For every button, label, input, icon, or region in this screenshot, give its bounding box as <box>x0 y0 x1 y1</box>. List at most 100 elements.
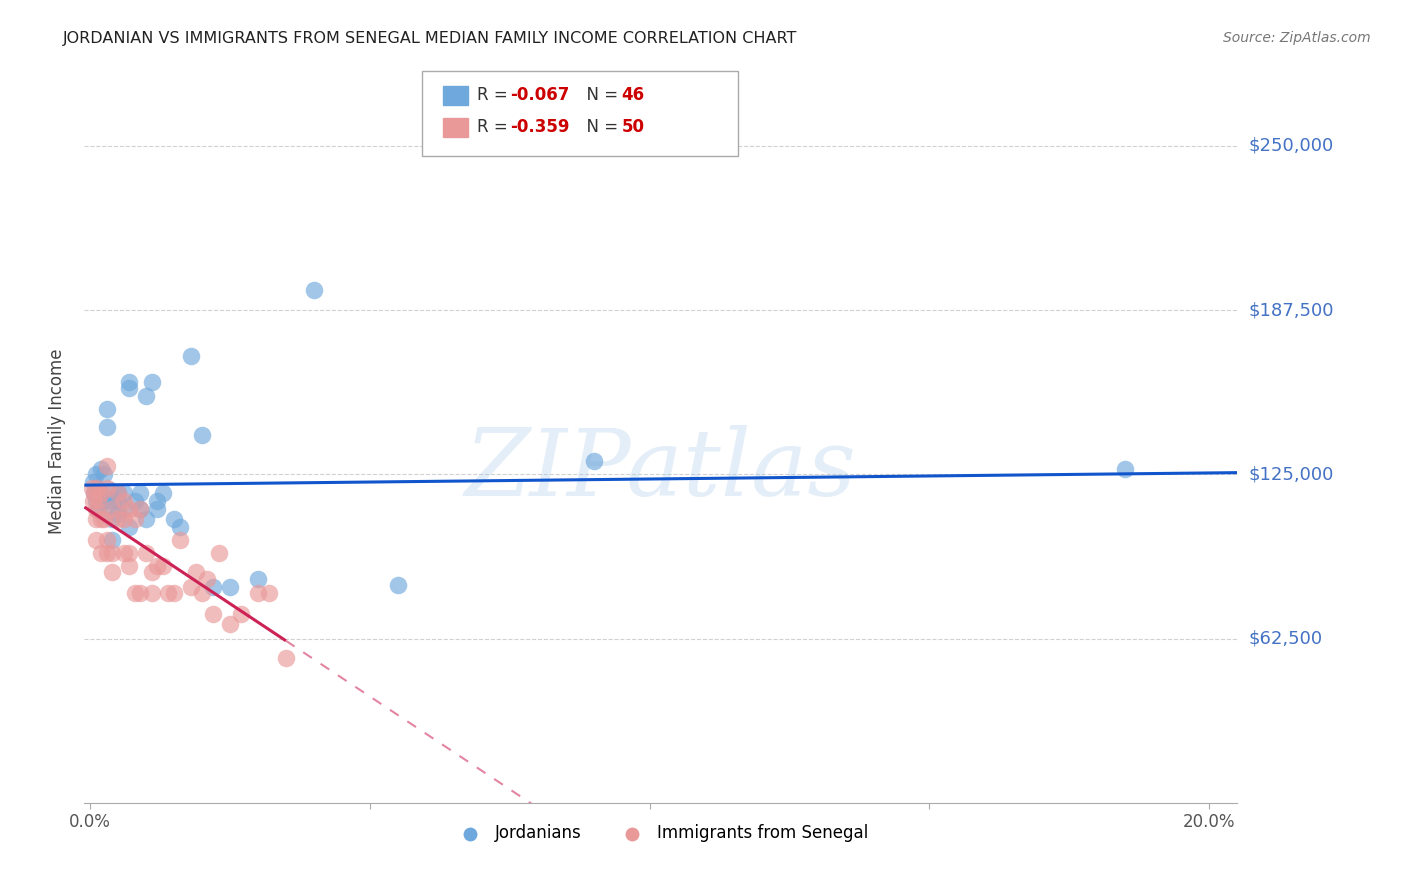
Point <box>80 481 103 495</box>
Point <box>129 485 152 500</box>
Point <box>86 481 108 495</box>
Point <box>86 481 108 495</box>
Point <box>107 507 129 521</box>
Point <box>90 493 112 508</box>
Point <box>84 493 107 508</box>
Point <box>90 485 112 500</box>
Point <box>93 512 115 526</box>
Point <box>84 467 107 482</box>
Text: $125,000: $125,000 <box>1249 466 1334 483</box>
Text: R =: R = <box>477 118 513 136</box>
Point <box>101 501 124 516</box>
Text: R =: R = <box>477 86 513 103</box>
Text: ZIPatlas: ZIPatlas <box>465 425 856 516</box>
Text: 50: 50 <box>621 118 644 136</box>
Point <box>135 512 157 526</box>
Point <box>112 546 135 560</box>
Point <box>112 485 135 500</box>
Point <box>218 617 240 632</box>
Point <box>163 512 186 526</box>
Point <box>180 580 202 594</box>
Point <box>87 493 110 508</box>
Point <box>246 585 269 599</box>
Y-axis label: Median Family Income: Median Family Income <box>48 349 66 534</box>
Point <box>84 533 107 547</box>
Point <box>180 349 202 363</box>
Point <box>82 475 104 490</box>
Point <box>87 485 110 500</box>
Point <box>141 376 163 390</box>
Point <box>118 520 141 534</box>
Legend: Jordanians, Immigrants from Senegal: Jordanians, Immigrants from Senegal <box>447 817 875 848</box>
Point <box>87 501 110 516</box>
Point <box>1114 462 1136 476</box>
Point <box>84 512 107 526</box>
Point <box>96 546 118 560</box>
Point <box>118 376 141 390</box>
Point <box>191 428 214 442</box>
Point <box>107 512 129 526</box>
Text: -0.067: -0.067 <box>510 86 569 103</box>
Point <box>101 533 124 547</box>
Point <box>112 501 135 516</box>
Point <box>135 546 157 560</box>
Text: N =: N = <box>576 86 624 103</box>
Point <box>135 388 157 402</box>
Point <box>90 546 112 560</box>
Point <box>96 481 118 495</box>
Point <box>218 580 240 594</box>
Point <box>129 501 152 516</box>
Point <box>83 485 105 500</box>
Point <box>202 580 225 594</box>
Point <box>157 585 180 599</box>
Point <box>96 499 118 513</box>
Point <box>141 565 163 579</box>
Point <box>169 533 191 547</box>
Point <box>124 585 146 599</box>
Point <box>257 585 280 599</box>
Point <box>163 585 186 599</box>
Point <box>124 493 146 508</box>
Point <box>274 651 297 665</box>
Point <box>146 501 169 516</box>
Point <box>93 467 115 482</box>
Point <box>118 381 141 395</box>
Text: N =: N = <box>576 118 624 136</box>
Text: $187,500: $187,500 <box>1249 301 1334 319</box>
Point <box>96 533 118 547</box>
Point <box>96 420 118 434</box>
Point <box>129 501 152 516</box>
Point <box>208 546 231 560</box>
Point <box>229 607 252 621</box>
Point <box>112 512 135 526</box>
Point <box>98 483 121 497</box>
Point <box>112 493 135 508</box>
Text: JORDANIAN VS IMMIGRANTS FROM SENEGAL MEDIAN FAMILY INCOME CORRELATION CHART: JORDANIAN VS IMMIGRANTS FROM SENEGAL MED… <box>63 31 797 46</box>
Point <box>90 485 112 500</box>
Point <box>96 459 118 474</box>
Point <box>107 485 129 500</box>
Text: -0.359: -0.359 <box>510 118 569 136</box>
Point <box>202 607 225 621</box>
Point <box>101 512 124 526</box>
Point <box>107 485 129 500</box>
Point <box>152 485 174 500</box>
Point <box>197 573 219 587</box>
Point <box>118 559 141 574</box>
Point <box>146 493 169 508</box>
Point <box>191 585 214 599</box>
Point <box>129 585 152 599</box>
Point <box>118 501 141 516</box>
Point <box>169 520 191 534</box>
Text: Source: ZipAtlas.com: Source: ZipAtlas.com <box>1223 31 1371 45</box>
Point <box>246 573 269 587</box>
Point <box>107 493 129 508</box>
Point <box>124 512 146 526</box>
Point <box>141 585 163 599</box>
Point <box>186 565 208 579</box>
Point <box>146 559 169 574</box>
Point <box>83 485 105 500</box>
Point <box>84 501 107 516</box>
Text: $62,500: $62,500 <box>1249 630 1323 648</box>
Point <box>152 559 174 574</box>
